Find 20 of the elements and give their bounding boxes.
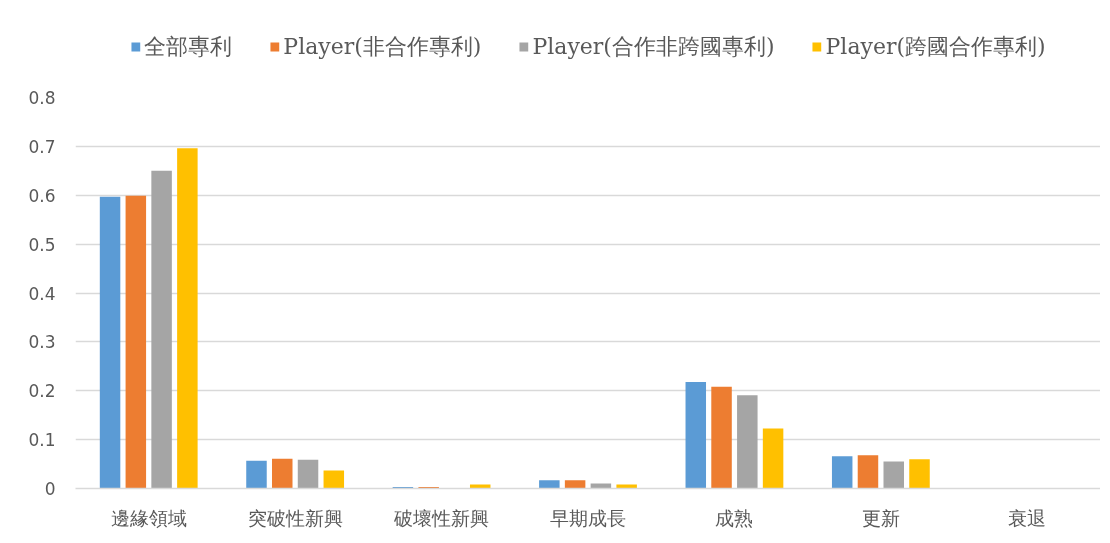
- y-tick-label: 0.7: [28, 136, 56, 157]
- x-tick-label: 衰退: [1008, 506, 1047, 529]
- legend-label: Player(合作非跨國專利): [532, 32, 775, 61]
- legend-label: 全部專利: [144, 32, 233, 61]
- y-tick-label: 0.2: [28, 381, 56, 402]
- y-tick-label: 0.3: [28, 332, 56, 353]
- x-tick-label: 邊緣領域: [110, 506, 187, 529]
- x-tick-label: 破壞性新興: [393, 506, 490, 529]
- x-tick-label: 早期成長: [550, 506, 626, 529]
- y-tick-label: 0.4: [28, 283, 56, 304]
- x-tick-label: 更新: [861, 506, 900, 529]
- y-tick-label: 0.1: [28, 430, 56, 451]
- x-tick-label: 成熟: [715, 506, 754, 529]
- legend-label: Player(跨國合作專利): [825, 32, 1046, 61]
- y-tick-label: 0.6: [28, 185, 56, 206]
- y-tick-label: 0.8: [28, 88, 56, 108]
- y-tick-label: 0: [44, 479, 56, 499]
- x-tick-label: 突破性新興: [247, 506, 343, 529]
- y-tick-label: 0.5: [28, 234, 56, 255]
- legend-label: Player(非合作專利): [283, 32, 482, 61]
